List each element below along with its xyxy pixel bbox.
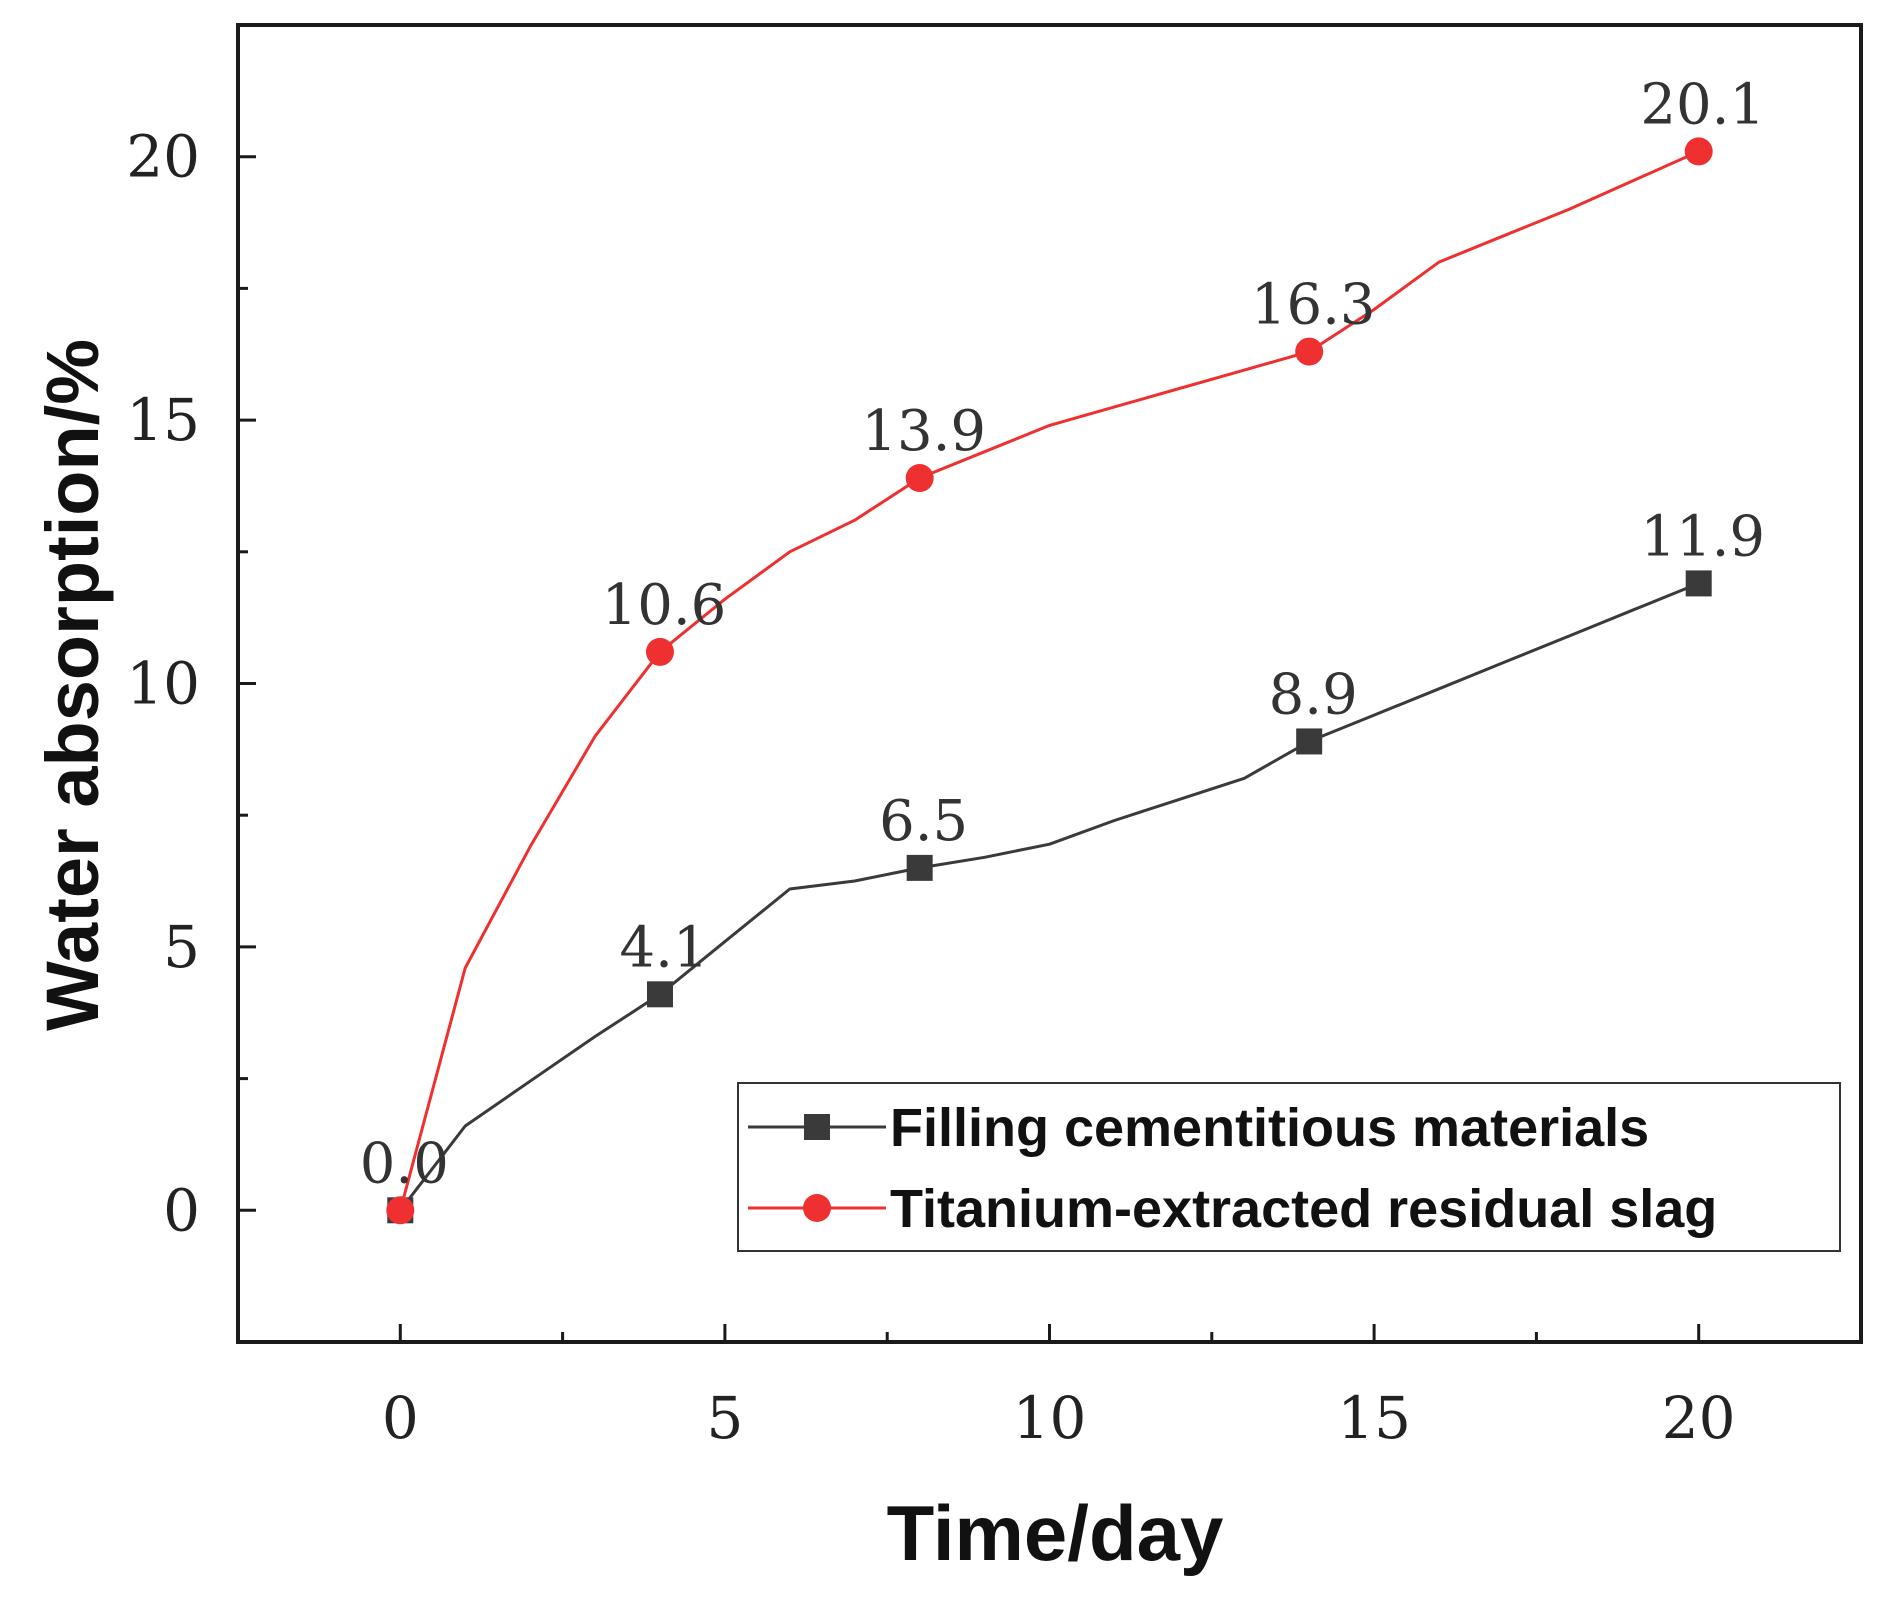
data-label-filling-cementitious-materials: 0.0	[360, 1131, 449, 1196]
legend: Filling cementitious materials Titanium-…	[737, 1082, 1841, 1252]
x-tick-label: 20	[1662, 1384, 1736, 1452]
legend-box	[737, 1082, 1841, 1252]
data-label-titanium-extracted-residual-slag: 13.9	[861, 399, 986, 464]
y-tick-label: 5	[163, 913, 200, 981]
x-tick-label: 5	[706, 1384, 743, 1452]
y-tick-label: 0	[163, 1176, 200, 1244]
axis-ticks: 0 5 10 15 20 0 5 10 15 20	[126, 123, 1735, 1452]
series-layer	[386, 137, 1713, 1225]
y-axis-title: Water absorption/%	[31, 339, 114, 1031]
legend-label-titanium: Titanium-extracted residual slag	[890, 1179, 1717, 1239]
point-filling-cementitious-materials	[646, 981, 673, 1008]
point-filling-cementitious-materials	[906, 854, 933, 881]
y-tick-label: 20	[126, 123, 200, 191]
point-titanium-extracted-residual-slag	[1684, 137, 1713, 166]
point-titanium-extracted-residual-slag	[386, 1196, 415, 1225]
point-titanium-extracted-residual-slag	[1295, 337, 1324, 366]
point-filling-cementitious-materials	[1296, 728, 1323, 755]
data-label-titanium-extracted-residual-slag: 10.6	[602, 573, 727, 638]
data-label-titanium-extracted-residual-slag: 20.1	[1640, 72, 1765, 137]
y-tick-label: 15	[126, 386, 200, 454]
data-labels: 0.0 4.1 6.5 8.9 11.9 10.6 13.9 16.3 20.1	[360, 72, 1765, 1196]
point-titanium-extracted-residual-slag	[905, 464, 934, 493]
x-tick-label: 0	[382, 1384, 419, 1452]
x-axis-title: Time/day	[887, 1489, 1224, 1577]
legend-label-filling: Filling cementitious materials	[890, 1098, 1649, 1158]
data-label-filling-cementitious-materials: 6.5	[879, 789, 968, 854]
point-filling-cementitious-materials	[1685, 570, 1712, 597]
legend-marker-titanium	[803, 1194, 831, 1222]
data-label-filling-cementitious-materials: 11.9	[1640, 504, 1765, 569]
data-label-titanium-extracted-residual-slag: 16.3	[1251, 273, 1376, 338]
y-tick-label: 10	[126, 650, 200, 718]
point-titanium-extracted-residual-slag	[645, 637, 674, 666]
data-label-filling-cementitious-materials: 8.9	[1269, 662, 1358, 727]
series-line-filling-cementitious-materials	[399, 582, 1700, 1212]
data-label-filling-cementitious-materials: 4.1	[619, 915, 708, 980]
x-tick-label: 15	[1337, 1384, 1411, 1452]
legend-marker-filling	[804, 1114, 830, 1140]
series-line-titanium-extracted-residual-slag	[398, 150, 1700, 1211]
x-tick-label: 10	[1013, 1384, 1087, 1452]
